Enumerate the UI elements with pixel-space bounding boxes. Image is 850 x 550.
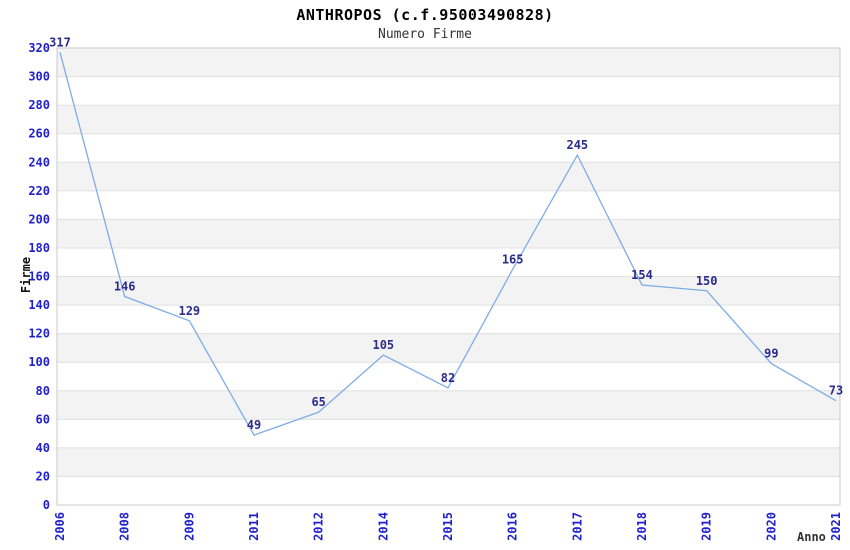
data-label: 245 — [566, 138, 588, 152]
x-tick-label: 2021 — [829, 512, 843, 541]
y-tick-label: 80 — [36, 384, 50, 398]
chart-band — [57, 390, 840, 420]
y-tick-label: 280 — [28, 98, 50, 112]
y-tick-label: 20 — [36, 469, 50, 483]
y-tick-label: 0 — [43, 498, 50, 512]
chart-subtitle: Numero Firme — [378, 27, 472, 42]
y-tick-label: 320 — [28, 41, 50, 55]
data-label: 73 — [829, 384, 843, 398]
x-tick-label: 2006 — [53, 512, 67, 541]
chart-band — [57, 48, 840, 77]
series-line — [59, 52, 837, 436]
chart-band — [57, 162, 840, 191]
y-tick-label: 200 — [28, 212, 50, 226]
y-tick-label: 140 — [28, 298, 50, 312]
x-axis-title: Anno — [797, 530, 826, 544]
x-tick-label: 2012 — [312, 512, 326, 541]
chart-title: ANTHROPOS (c.f.95003490828) — [296, 6, 554, 24]
data-label: 105 — [372, 338, 394, 352]
data-label: 165 — [502, 252, 524, 266]
data-label: 150 — [696, 274, 718, 288]
x-tick-label: 2018 — [635, 512, 649, 541]
plot-border — [56, 47, 841, 506]
y-tick-label: 120 — [28, 327, 50, 341]
chart-band — [57, 276, 840, 306]
chart-band — [57, 333, 840, 363]
data-label: 129 — [178, 304, 200, 318]
data-label: 146 — [114, 279, 136, 293]
chart-band — [57, 447, 840, 477]
data-label: 99 — [764, 347, 778, 361]
x-tick-label: 2011 — [247, 512, 261, 541]
y-tick-label: 160 — [28, 270, 50, 284]
data-label: 49 — [247, 418, 261, 432]
x-tick-label: 2015 — [441, 512, 455, 541]
data-label: 154 — [631, 268, 653, 282]
y-tick-label: 240 — [28, 155, 50, 169]
y-tick-label: 220 — [28, 184, 50, 198]
data-label: 82 — [441, 371, 455, 385]
y-tick-label: 40 — [36, 441, 50, 455]
x-tick-label: 2014 — [376, 512, 390, 541]
x-tick-label: 2016 — [506, 512, 520, 541]
y-tick-label: 260 — [28, 127, 50, 141]
data-label: 65 — [311, 395, 325, 409]
chart-band — [57, 105, 840, 134]
y-tick-label: 100 — [28, 355, 50, 369]
y-tick-label: 300 — [28, 70, 50, 84]
chart-band — [57, 219, 840, 248]
y-tick-label: 60 — [36, 412, 50, 426]
x-tick-label: 2019 — [700, 512, 714, 541]
x-tick-label: 2017 — [570, 512, 584, 541]
y-tick-label: 180 — [28, 241, 50, 255]
x-tick-label: 2008 — [118, 512, 132, 541]
x-tick-label: 2009 — [182, 512, 196, 541]
x-tick-label: 2020 — [764, 512, 778, 541]
data-label: 317 — [49, 35, 71, 49]
